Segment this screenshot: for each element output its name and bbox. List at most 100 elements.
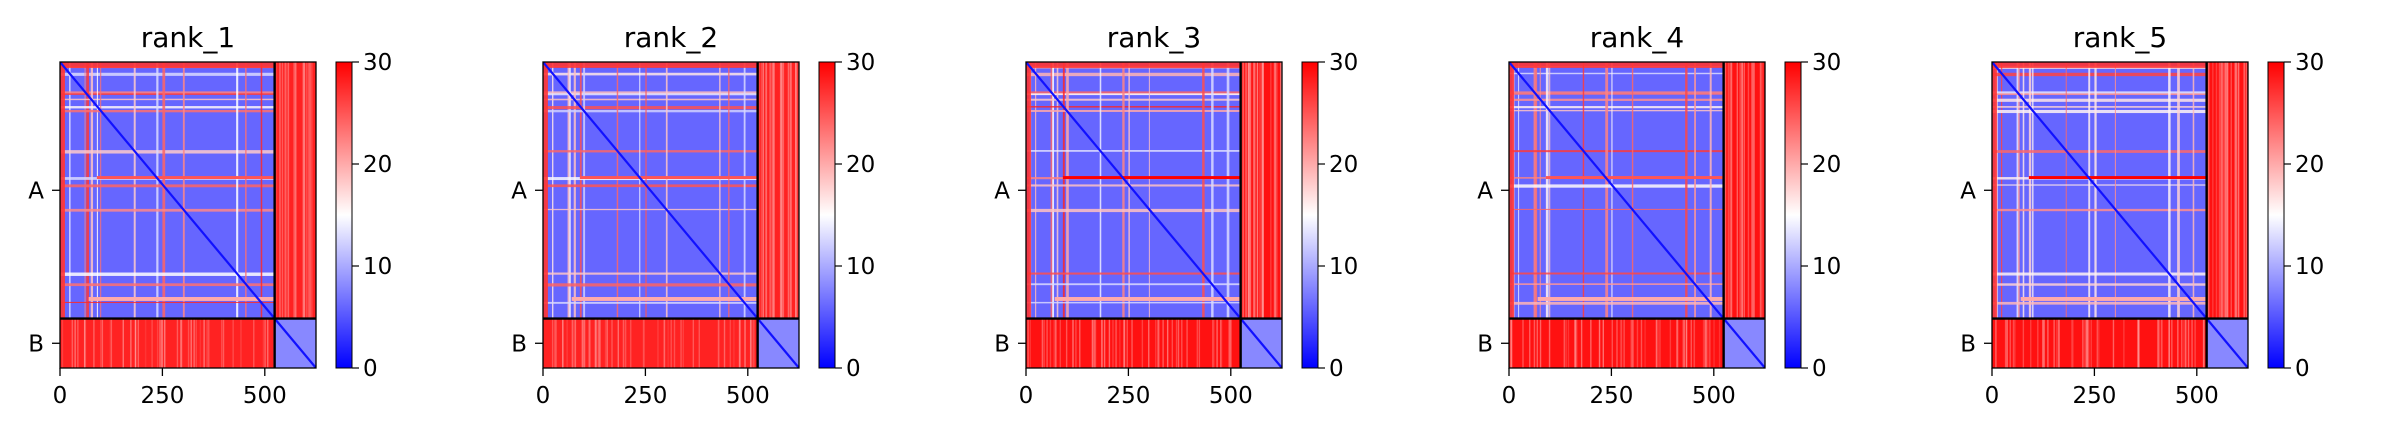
pae-stripe <box>1230 318 1232 368</box>
pae-stripe <box>262 318 265 368</box>
pae-stripe <box>625 318 627 368</box>
y-tick-label: A <box>1960 178 1976 204</box>
pae-stripe <box>2181 318 2183 368</box>
pae-row-band <box>2020 297 2207 301</box>
pae-stripe <box>739 318 741 368</box>
pae-col-band <box>2177 62 2180 319</box>
pae-row-band <box>543 72 758 76</box>
pae-row-band <box>1509 72 1724 75</box>
pae-row-band <box>60 93 275 95</box>
pae-stripe <box>101 318 104 368</box>
colorbar-tick-label: 0 <box>2295 356 2310 382</box>
pae-row-band <box>60 72 275 76</box>
pae-stripe <box>2084 318 2086 368</box>
plot-frame <box>1025 61 1283 369</box>
pae-stripe <box>2047 318 2049 368</box>
pae-stripe <box>2137 318 2140 368</box>
pae-stripe <box>279 62 281 319</box>
pae-stripe <box>1510 318 1512 368</box>
pae-row-band <box>543 150 758 153</box>
pae-row-band <box>1062 176 1241 180</box>
pae-stripe <box>1636 318 1639 368</box>
pae-row-band <box>60 184 275 188</box>
pae-stripe <box>657 318 659 368</box>
chart-title: rank_5 <box>2073 21 2167 54</box>
pae-stripe <box>1274 62 1277 319</box>
plot-frame <box>59 61 317 369</box>
pae-stripe <box>2088 318 2090 368</box>
y-tick-label: B <box>1960 331 1976 357</box>
pae-row-band <box>1509 98 1724 101</box>
pae-col-band <box>1545 62 1549 319</box>
colorbar-tick-label: 0 <box>846 356 861 382</box>
pae-stripe <box>307 62 310 319</box>
pae-col-band <box>573 62 576 319</box>
pae-col-band <box>162 62 166 319</box>
pae-stripe <box>187 318 190 368</box>
colorbar-tick-label: 30 <box>2295 50 2324 76</box>
pae-row-band <box>1992 208 2207 212</box>
pae-stripe <box>643 318 645 368</box>
pae-left-band <box>60 62 65 319</box>
pae-stripe <box>1228 318 1230 368</box>
pae-row-band <box>1992 91 2207 94</box>
y-tick-label: A <box>511 178 527 204</box>
pae-stripe <box>222 318 225 368</box>
pae-stripe <box>295 62 297 319</box>
pae-stripe <box>1548 318 1551 368</box>
pae-row-band <box>571 297 758 301</box>
pae-stripe <box>1157 318 1159 368</box>
pae-stripe <box>253 318 255 368</box>
pae-col-band <box>96 62 99 319</box>
pae-stripe <box>1659 318 1661 368</box>
pae-stripe <box>2158 318 2161 368</box>
pae-col-band <box>245 62 247 319</box>
pae-col-band <box>1211 62 1214 319</box>
y-tick-label: B <box>511 331 527 357</box>
pae-stripe <box>1741 62 1743 319</box>
pae-stripe <box>2194 318 2196 368</box>
pae-row-band <box>60 272 275 276</box>
pae-stripe <box>781 62 784 319</box>
pae-col-band <box>1549 62 1551 319</box>
pae-col-band <box>2032 62 2034 319</box>
pae-stripe <box>1565 318 1567 368</box>
pae-stripe <box>176 318 179 368</box>
colorbar-tick-label: 10 <box>1329 254 1358 280</box>
pae-stripe <box>2071 318 2073 368</box>
pae-stripe <box>2243 62 2245 319</box>
pae-stripe <box>1631 318 1633 368</box>
pae-stripe <box>2220 62 2222 319</box>
pae-stripe <box>208 318 210 368</box>
colorbar-tick-label: 30 <box>846 50 875 76</box>
pae-stripe <box>769 62 771 319</box>
pae-stripe <box>1252 62 1255 319</box>
pae-stripe <box>1567 318 1570 368</box>
pae-stripe <box>787 62 790 319</box>
pae-row-band <box>60 98 275 101</box>
pae-stripe <box>1177 318 1180 368</box>
pae-stripe <box>1727 62 1730 319</box>
pae-stripe <box>1175 318 1178 368</box>
pae-stripe <box>617 318 619 368</box>
pae-row-band <box>96 176 275 180</box>
pae-stripe <box>1093 318 1095 368</box>
pae-row-band <box>1537 297 1724 301</box>
pae-stripe <box>275 62 278 319</box>
pae-stripe <box>2009 318 2011 368</box>
pae-stripe <box>267 318 269 368</box>
pae-stripe <box>1539 318 1542 368</box>
pae-stripe <box>1683 318 1685 368</box>
pae-row-band <box>1509 93 1724 95</box>
pae-row-band <box>60 109 275 113</box>
pae-stripe <box>2042 318 2044 368</box>
pae-row-band <box>1545 176 1724 180</box>
pae-stripe <box>723 318 726 368</box>
pae-stripe <box>1580 318 1583 368</box>
pae-col-band <box>90 62 94 319</box>
pae-stripe <box>2022 318 2025 368</box>
y-tick-label: B <box>1477 331 1493 357</box>
plot-frame <box>1508 61 1766 369</box>
pae-stripe <box>193 318 195 368</box>
